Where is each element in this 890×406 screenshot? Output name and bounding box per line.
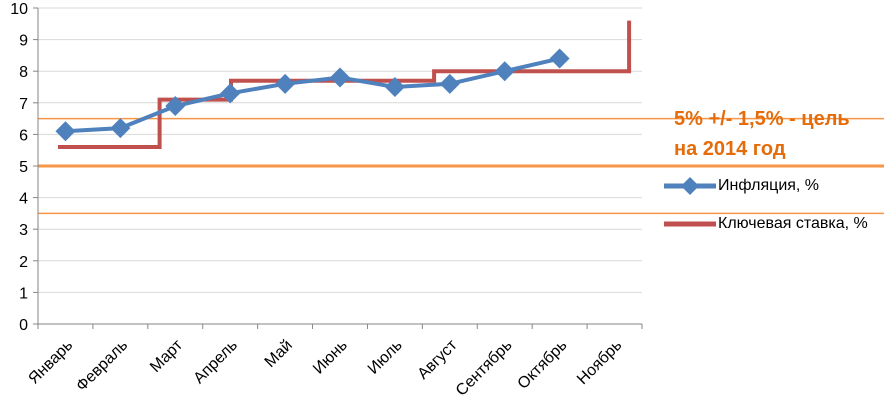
x-tick-label-8: Сентябрь	[453, 337, 516, 400]
y-tick-label-1: 1	[19, 285, 28, 302]
inflation-point-6	[384, 77, 405, 97]
axes	[33, 7, 643, 329]
legend-item-inflation: Инфляция, %	[662, 174, 890, 198]
inflation-point-4	[275, 73, 296, 94]
target-annotation: 5% +/- 1,5% - цель на 2014 год	[674, 104, 884, 164]
x-tick-label-6: Июль	[365, 337, 406, 378]
x-tick-label-2: Март	[147, 336, 187, 376]
inflation-point-3	[220, 83, 241, 104]
inflation-point-9	[549, 48, 570, 69]
y-tick-label-10: 10	[10, 1, 28, 18]
key-rate-series	[58, 20, 632, 149]
y-tick-label-9: 9	[19, 33, 28, 50]
reference-lines	[38, 117, 884, 215]
annotation-line-2: на 2014 год	[674, 138, 786, 160]
inflation-line	[65, 56, 561, 134]
inflation-point-0	[55, 121, 76, 142]
x-tick-label-1: Февраль	[73, 337, 131, 395]
y-tick-label-8: 8	[19, 64, 28, 81]
y-tick-label-4: 4	[19, 191, 28, 208]
x-tick-label-0: Январь	[25, 337, 76, 388]
x-tick-label-9: Октябрь	[515, 337, 571, 393]
legend-label-key-rate: Ключевая ставка, %	[718, 215, 868, 232]
y-tick-label-3: 3	[19, 222, 28, 239]
y-tick-label-0: 0	[19, 317, 28, 334]
y-tick-labels: 0 1 2 3 4 5 6 7 8 9 10	[10, 1, 28, 334]
x-tick-label-5: Июнь	[310, 337, 351, 378]
x-tick-label-10: Ноябрь	[574, 337, 625, 388]
inflation-point-1	[110, 118, 131, 139]
inflation-point-2	[165, 95, 186, 116]
inflation-point-7	[439, 73, 460, 94]
key-rate-line	[58, 20, 632, 149]
inflation-series	[55, 48, 570, 142]
y-tick-label-6: 6	[19, 127, 28, 144]
legend-label-inflation: Инфляция, %	[718, 177, 820, 194]
annotation-line-1: 5% +/- 1,5% - цель	[674, 108, 850, 130]
y-tick-label-2: 2	[19, 254, 28, 271]
x-tick-label-3: Апрель	[191, 337, 241, 387]
x-tick-label-7: Август	[415, 336, 462, 383]
legend-swatch-key-rate	[664, 221, 716, 227]
x-tick-label-4: Май	[262, 337, 296, 371]
legend-swatch-inflation	[664, 177, 716, 195]
y-tick-label-7: 7	[19, 96, 28, 113]
inflation-point-8	[494, 61, 515, 82]
legend-item-key-rate: Ключевая ставка, %	[662, 212, 890, 236]
inflation-point-5	[330, 67, 350, 88]
y-tick-label-5: 5	[19, 159, 28, 176]
